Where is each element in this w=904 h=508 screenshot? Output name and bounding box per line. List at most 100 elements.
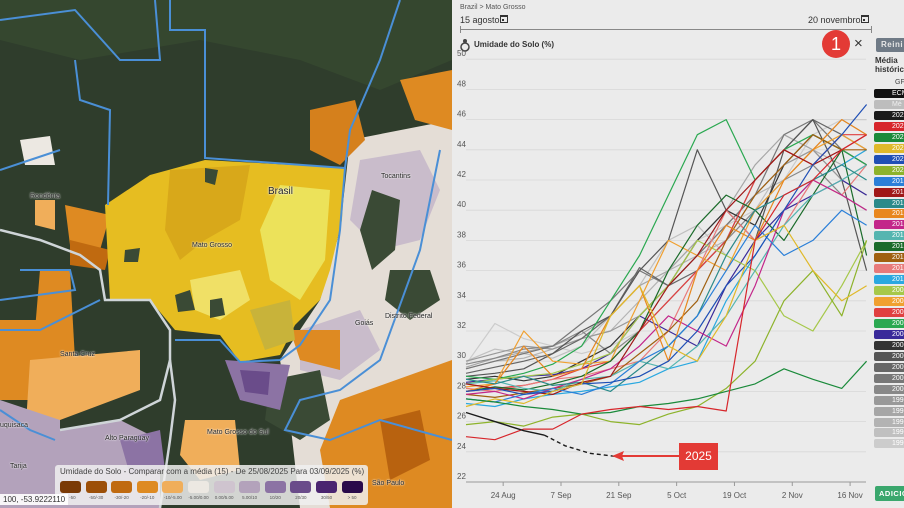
soil-moisture-icon bbox=[460, 39, 470, 52]
legend-year-item[interactable]: 202 bbox=[874, 165, 904, 175]
legend-year-item[interactable]: 201 bbox=[874, 275, 904, 285]
legend-year-item[interactable]: 200 bbox=[874, 351, 904, 361]
legend-year-item[interactable]: 199 bbox=[874, 428, 904, 438]
series-line bbox=[465, 360, 868, 415]
cursor-coordinates: 100, -53.9222110 bbox=[0, 494, 69, 505]
series-line-2025 bbox=[465, 411, 545, 436]
map-label-alto-paraguay: Alto Paraguay bbox=[105, 435, 149, 442]
legend-class-label: 30/50 bbox=[320, 495, 333, 500]
y-tick-label: 30 bbox=[457, 351, 466, 360]
series-line bbox=[465, 134, 867, 441]
calendar-icon[interactable] bbox=[861, 15, 869, 23]
legend-year-item[interactable]: 200 bbox=[874, 384, 904, 394]
legend-year-item[interactable]: 202 bbox=[874, 110, 904, 120]
legend-year-item[interactable]: 202 bbox=[874, 143, 904, 153]
legend-year-item[interactable]: 200 bbox=[874, 373, 904, 383]
x-tick-label: 21 Sep bbox=[606, 491, 632, 500]
legend-class-label: > 50 bbox=[347, 495, 357, 500]
y-tick-label: 48 bbox=[457, 79, 466, 88]
legend-year-item[interactable]: 200 bbox=[874, 286, 904, 296]
start-date[interactable]: 15 agosto bbox=[460, 15, 500, 25]
legend-year-item[interactable]: 200 bbox=[874, 308, 904, 317]
historical-average-label: Média histórica bbox=[875, 56, 904, 74]
y-tick-label: 24 bbox=[457, 442, 466, 451]
legend-year-item[interactable]: 199 bbox=[874, 406, 904, 416]
map-canvas[interactable] bbox=[0, 0, 452, 508]
map-label-santa-cruz: Santa Cruz bbox=[60, 351, 96, 358]
legend-class-label: 5.00/10 bbox=[242, 495, 258, 500]
legend-swatch bbox=[239, 481, 261, 493]
legend-year-item[interactable]: 200 bbox=[874, 329, 904, 339]
map-label-mato-grosso: Mato Grosso bbox=[192, 242, 233, 249]
legend-swatch bbox=[188, 481, 209, 493]
legend-year-item[interactable]: 201 bbox=[874, 176, 904, 186]
map-label-brasil: Brasil bbox=[268, 186, 294, 197]
legend-year-item[interactable]: 199 bbox=[874, 395, 904, 405]
x-tick-label: 24 Aug bbox=[491, 491, 516, 500]
map-legend: Umidade do Solo - Comparar com a média (… bbox=[55, 465, 368, 505]
breadcrumb[interactable]: Brazil > Mato Grosso bbox=[460, 4, 526, 11]
legend-class-label: -10/-5.00 bbox=[163, 495, 182, 500]
close-icon[interactable]: × bbox=[854, 35, 863, 52]
legend-class-label: 0.00/5.00 bbox=[214, 495, 234, 500]
y-tick-label: 28 bbox=[457, 381, 466, 390]
map-label-distrito-federal: Distrito Federal bbox=[385, 313, 433, 320]
date-range-slider[interactable] bbox=[460, 26, 872, 33]
x-tick-label: 16 Nov bbox=[837, 491, 862, 500]
legend-year-item[interactable]: Mé bbox=[874, 99, 904, 109]
legend-year-item[interactable]: ECM bbox=[874, 89, 904, 98]
legend-swatch bbox=[85, 481, 107, 493]
map-label-mato-grosso-do-sul: Mato Grosso do Sul bbox=[207, 429, 269, 436]
legend-year-item[interactable]: 200 bbox=[874, 362, 904, 372]
legend-year-item[interactable]: 201 bbox=[874, 264, 904, 274]
series-line bbox=[465, 134, 867, 398]
y-tick-label: 42 bbox=[457, 170, 466, 179]
legend-year-item[interactable]: 202 bbox=[874, 121, 904, 131]
legend-year-item[interactable]: 201 bbox=[874, 220, 904, 230]
y-tick-label: 26 bbox=[457, 412, 466, 421]
legend-year-item[interactable]: 201 bbox=[874, 242, 904, 252]
legend-swatch bbox=[316, 481, 337, 493]
series-line bbox=[465, 119, 867, 374]
series-line bbox=[465, 224, 867, 408]
legend-class-label: 20/30 bbox=[295, 495, 307, 500]
legend-year-item[interactable]: 200 bbox=[874, 318, 904, 328]
legend-swatch bbox=[162, 481, 184, 493]
series-line bbox=[465, 179, 867, 400]
legend-year-item[interactable]: 201 bbox=[874, 209, 904, 219]
series-line bbox=[465, 240, 868, 427]
legend-class-label: < -50 bbox=[65, 495, 76, 500]
legend-year-item[interactable]: 202 bbox=[874, 132, 904, 142]
y-tick-label: 46 bbox=[457, 110, 466, 119]
y-tick-label: 32 bbox=[457, 321, 466, 330]
legend-year-item[interactable]: 199 bbox=[874, 439, 904, 449]
end-date[interactable]: 20 novembro bbox=[808, 15, 861, 25]
add-button[interactable]: ADICIO bbox=[875, 486, 904, 501]
calendar-icon[interactable] bbox=[500, 15, 508, 23]
map-label-tarija: Tarija bbox=[10, 463, 27, 470]
legend-year-item[interactable]: 201 bbox=[874, 198, 904, 208]
legend-year-item[interactable]: 202 bbox=[874, 154, 904, 164]
historical-label-line1: Média bbox=[875, 56, 898, 65]
legend-year-item[interactable]: 199 bbox=[874, 417, 904, 427]
chart-panel: Brazil > Mato Grosso 15 agosto 20 novemb… bbox=[452, 0, 904, 508]
legend-year-item[interactable]: 201 bbox=[874, 253, 904, 263]
y-tick-label: 22 bbox=[457, 472, 466, 481]
soil-moisture-map[interactable]: Brasil Mato Grosso Rondônia Tocantins Sa… bbox=[0, 0, 452, 508]
series-line bbox=[465, 164, 867, 365]
x-tick-label: 5 Oct bbox=[667, 491, 687, 500]
annotation-number-badge: 1 bbox=[822, 30, 850, 58]
forecast-line bbox=[544, 434, 615, 457]
legend-header: GF bbox=[895, 79, 904, 86]
series-line bbox=[465, 149, 868, 392]
y-tick-label: 44 bbox=[457, 140, 466, 149]
legend-year-item[interactable]: 200 bbox=[874, 297, 904, 307]
legend-year-item[interactable]: 201 bbox=[874, 187, 904, 197]
legend-swatch bbox=[264, 481, 286, 493]
series-line bbox=[465, 119, 868, 377]
legend-year-item[interactable]: 200 bbox=[874, 340, 904, 350]
reset-button[interactable]: Reini bbox=[876, 38, 904, 52]
legend-year-item[interactable]: 201 bbox=[874, 231, 904, 241]
map-label-goias: Goiás bbox=[355, 320, 374, 327]
map-legend-title: Umidade do Solo - Comparar com a média (… bbox=[60, 467, 365, 476]
